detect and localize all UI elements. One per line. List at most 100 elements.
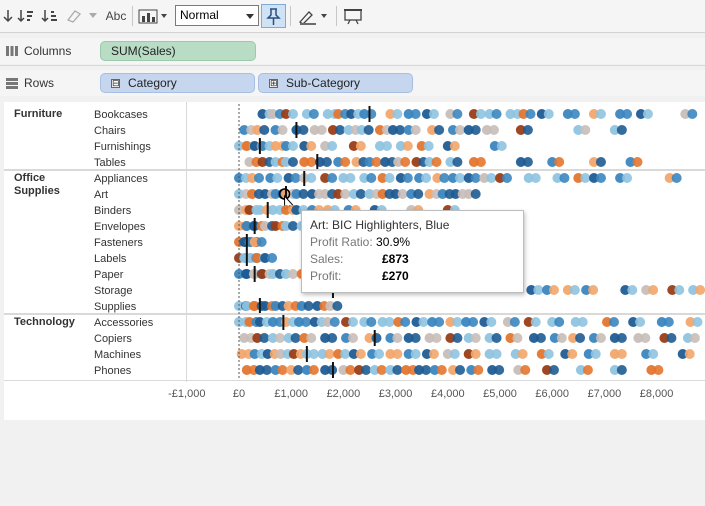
expand-icon[interactable]: ⊞ bbox=[269, 77, 278, 88]
strip-plot[interactable]: Bookcases Chairs Furnishings Tables Applianc… bbox=[4, 102, 705, 420]
data-point bbox=[316, 125, 327, 135]
data-point bbox=[491, 349, 502, 359]
data-point bbox=[296, 301, 307, 311]
data-point bbox=[303, 301, 314, 311]
data-point bbox=[340, 349, 351, 359]
data-point bbox=[244, 157, 255, 167]
data-point bbox=[620, 285, 631, 295]
data-point bbox=[320, 189, 331, 199]
data-point bbox=[287, 269, 298, 279]
data-point bbox=[308, 365, 319, 375]
data-point bbox=[254, 173, 265, 183]
data-point bbox=[355, 349, 366, 359]
data-point bbox=[582, 365, 593, 375]
data-point bbox=[254, 365, 265, 375]
data-point bbox=[367, 349, 378, 359]
data-point bbox=[468, 157, 479, 167]
data-point bbox=[616, 333, 627, 343]
data-point bbox=[595, 157, 606, 167]
data-point bbox=[380, 157, 391, 167]
sub-category-label: Phones bbox=[94, 365, 132, 377]
sort-descending-icon[interactable] bbox=[40, 6, 60, 26]
data-point bbox=[632, 157, 643, 167]
data-point bbox=[413, 189, 424, 199]
data-point bbox=[332, 301, 343, 311]
data-point bbox=[371, 157, 382, 167]
sub-category-pill[interactable]: ⊞ Sub-Category bbox=[258, 73, 413, 93]
data-point bbox=[541, 285, 552, 295]
x-tick-label: £7,000 bbox=[588, 388, 622, 400]
data-point bbox=[291, 189, 302, 199]
header-divider bbox=[186, 102, 187, 382]
data-point bbox=[364, 157, 375, 167]
sub-category-label: Paper bbox=[94, 269, 124, 281]
tooltip-sales: Sales: £873 bbox=[310, 251, 515, 268]
data-point bbox=[377, 189, 388, 199]
data-point bbox=[287, 141, 298, 151]
data-point bbox=[366, 173, 377, 183]
data-point bbox=[249, 237, 260, 247]
columns-shelf: Columns SUM(Sales) bbox=[0, 38, 705, 64]
data-point bbox=[291, 205, 302, 215]
data-point bbox=[445, 317, 456, 327]
chart-type-icon[interactable] bbox=[137, 6, 169, 26]
label-toggle-button[interactable]: Abc bbox=[105, 9, 127, 23]
data-point bbox=[528, 333, 539, 343]
data-point bbox=[609, 333, 620, 343]
data-point bbox=[334, 125, 345, 135]
x-tick-label: £3,000 bbox=[379, 388, 413, 400]
data-point bbox=[509, 317, 520, 327]
sort-icon[interactable] bbox=[2, 6, 14, 26]
data-point bbox=[239, 125, 250, 135]
data-point bbox=[434, 317, 445, 327]
data-point bbox=[496, 141, 507, 151]
data-point bbox=[442, 349, 453, 359]
highlight-icon[interactable] bbox=[64, 6, 84, 26]
data-point bbox=[312, 301, 323, 311]
data-point bbox=[355, 141, 366, 151]
sum-sales-pill[interactable]: SUM(Sales) bbox=[100, 41, 256, 61]
data-point bbox=[595, 333, 606, 343]
data-point bbox=[348, 189, 359, 199]
data-point bbox=[280, 221, 291, 231]
category-pill[interactable]: ⊟ Category bbox=[100, 73, 255, 93]
collapse-icon[interactable]: ⊟ bbox=[111, 77, 120, 88]
data-point bbox=[324, 349, 335, 359]
data-point bbox=[428, 349, 439, 359]
data-point bbox=[559, 173, 570, 183]
data-point bbox=[442, 141, 453, 151]
mark-size-select[interactable]: Normal bbox=[175, 5, 259, 26]
tooltip-profit-ratio: Profit Ratio: 30.9% bbox=[310, 234, 515, 251]
sub-category-label: Storage bbox=[94, 285, 133, 297]
data-point bbox=[290, 173, 301, 183]
data-point bbox=[249, 349, 260, 359]
data-point bbox=[505, 333, 516, 343]
reference-line bbox=[258, 138, 261, 154]
data-point bbox=[522, 157, 533, 167]
pin-button[interactable] bbox=[261, 4, 286, 28]
data-point bbox=[671, 173, 682, 183]
data-point bbox=[249, 301, 260, 311]
chevron-down-icon[interactable] bbox=[88, 6, 98, 26]
data-point bbox=[381, 141, 392, 151]
data-point bbox=[452, 109, 463, 119]
data-point bbox=[484, 333, 495, 343]
x-tick-label: £4,000 bbox=[431, 388, 465, 400]
data-point bbox=[241, 269, 252, 279]
data-point bbox=[306, 173, 317, 183]
pen-icon[interactable] bbox=[296, 6, 330, 26]
data-point bbox=[533, 285, 544, 295]
data-point bbox=[560, 349, 571, 359]
presentation-icon[interactable] bbox=[342, 6, 364, 26]
data-point bbox=[327, 173, 338, 183]
data-point bbox=[543, 349, 554, 359]
data-point bbox=[431, 157, 442, 167]
reference-line bbox=[245, 250, 248, 266]
data-point bbox=[448, 173, 459, 183]
data-point bbox=[692, 317, 703, 327]
category-label: Office bbox=[14, 172, 45, 184]
data-point bbox=[463, 333, 474, 343]
sort-ascending-icon[interactable] bbox=[16, 6, 36, 26]
data-point bbox=[577, 317, 588, 327]
data-point bbox=[256, 237, 267, 247]
